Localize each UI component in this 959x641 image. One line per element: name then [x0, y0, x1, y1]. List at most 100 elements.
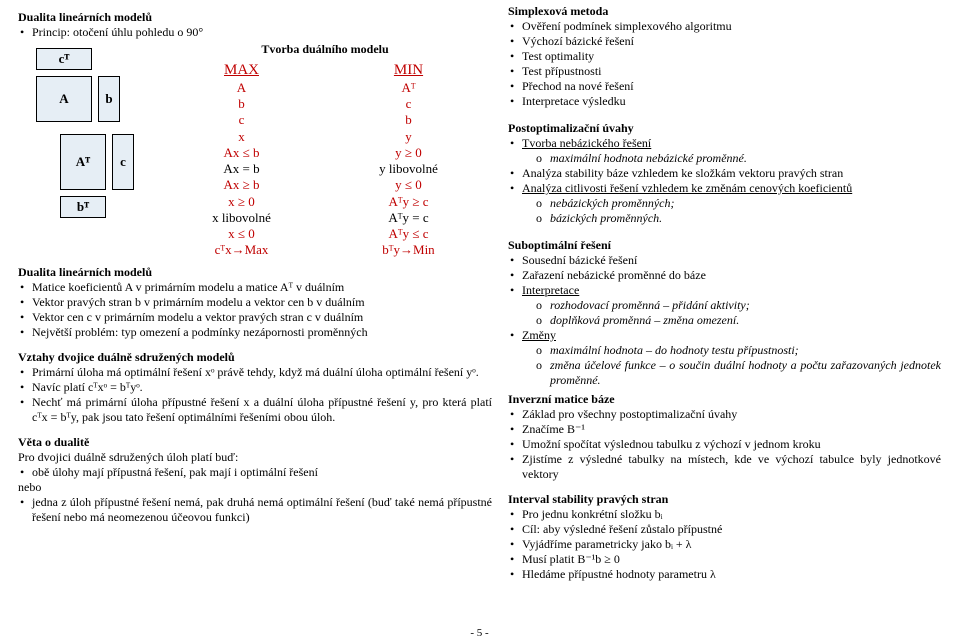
right-b2c-s1: bázických proměnných. [536, 211, 941, 226]
left-b4a: obě úlohy mají přípustná řešení, pak maj… [18, 465, 492, 480]
dual-r0-r: Aᵀ [325, 80, 492, 96]
box-c: c [112, 134, 134, 190]
dual-r6-l: Ax ≥ b [158, 177, 325, 193]
right-b3c-s1: doplňková proměnná – změna omezení. [536, 313, 941, 328]
right-b1-2: Test optimality [508, 49, 941, 64]
left-b3-list: Primární úloha má optimální řešení xᵒ pr… [18, 365, 492, 425]
right-b3b: Zařazení nebázické proměnné do báze [508, 268, 941, 283]
page-footer: - 5 - [0, 627, 959, 639]
box-b: b [98, 76, 120, 122]
dual-r4-r: y ≥ 0 [325, 145, 492, 161]
right-b4-2: Umožní spočítat výslednou tabulku z vých… [508, 437, 941, 452]
right-b5-0: Pro jednu konkrétní složku bᵢ [508, 507, 941, 522]
left-b3-0: Primární úloha má optimální řešení xᵒ pr… [18, 365, 492, 380]
right-h3: Suboptimální řešení [508, 238, 941, 253]
dual-title: Tvorba duálního modelu [158, 42, 492, 57]
left-p4a: Pro dvojici duálně sdružených úloh platí… [18, 450, 492, 465]
right-b5-2: Vyjádříme parametricky jako bᵢ + λ [508, 537, 941, 552]
dual-r6-r: y ≤ 0 [325, 177, 492, 193]
dual-r3-l: x [158, 129, 325, 145]
right-b1-5: Interpretace výsledku [508, 94, 941, 109]
right-b3c-s0: rozhodovací proměnná – přidání aktivity; [536, 298, 941, 313]
right-h2: Postoptimalizační úvahy [508, 121, 941, 136]
dual-table: MAX MIN AAᵀ bc cb xy Ax ≤ by ≥ 0 Ax = by… [158, 61, 492, 259]
dual-r9-l: x ≤ 0 [158, 226, 325, 242]
right-b3d: Změny maximální hodnota – do hodnoty tes… [508, 328, 941, 388]
right-b2c-text: Analýza citlivosti řešení vzhledem ke zm… [522, 181, 852, 195]
right-b4-3: Zjistíme z výsledné tabulky na místech, … [508, 452, 941, 482]
left-h1: Dualita lineárních modelů [18, 10, 492, 25]
left-b1-list: Princip: otočení úhlu pohledu o 90° [18, 25, 492, 40]
dual-r2-l: c [158, 112, 325, 128]
left-b2-0: Matice koeficientů A v primárním modelu … [18, 280, 492, 295]
box-A: A [36, 76, 92, 122]
dual-r8-l: x libovolné [158, 210, 325, 226]
right-b1-4: Přechod na nové řešení [508, 79, 941, 94]
left-b2-1: Vektor pravých stran b v primárním model… [18, 295, 492, 310]
left-column: Dualita lineárních modelů Princip: otoče… [10, 4, 500, 621]
right-h1: Simplexová metoda [508, 4, 941, 19]
right-b3a: Sousední bázické řešení [508, 253, 941, 268]
dual-r9-r: Aᵀy ≤ c [325, 226, 492, 242]
right-b5-1: Cíl: aby výsledné řešení zůstalo přípust… [508, 522, 941, 537]
left-h2: Dualita lineárních modelů [18, 265, 492, 280]
right-h5: Interval stability pravých stran [508, 492, 941, 507]
right-b3d-s0: maximální hodnota – do hodnoty testu pří… [536, 343, 941, 358]
right-b2c: Analýza citlivosti řešení vzhledem ke zm… [508, 181, 941, 226]
dual-r8-r: Aᵀy = c [325, 210, 492, 226]
dual-hdr-min: MIN [325, 61, 492, 80]
dual-r1-l: b [158, 96, 325, 112]
right-b3d-sub: maximální hodnota – do hodnoty testu pří… [522, 343, 941, 388]
left-b4b-list: jedna z úloh přípustné řešení nemá, pak … [18, 495, 492, 525]
right-b1-0: Ověření podmínek simplexového algoritmu [508, 19, 941, 34]
right-b2a-s0: maximální hodnota nebázické proměnné. [536, 151, 941, 166]
right-b2c-s0: nebázických proměnných; [536, 196, 941, 211]
left-b2-3: Největší problém: typ omezení a podmínky… [18, 325, 492, 340]
right-b5-list: Pro jednu konkrétní složku bᵢ Cíl: aby v… [508, 507, 941, 582]
right-b3c-sub: rozhodovací proměnná – přidání aktivity;… [522, 298, 941, 328]
left-b2-2: Vektor cen c v primárním modelu a vektor… [18, 310, 492, 325]
right-b5-4: Hledáme přípustné hodnoty parametru λ [508, 567, 941, 582]
right-b2a-text: Tvorba nebázického řešení [522, 136, 651, 150]
right-b1-3: Test přípustnosti [508, 64, 941, 79]
left-b4a-list: obě úlohy mají přípustná řešení, pak maj… [18, 465, 492, 480]
right-h4: Inverzní matice báze [508, 392, 941, 407]
right-b2-list: Tvorba nebázického řešení maximální hodn… [508, 136, 941, 226]
duality-diagram: cᵀ A b Aᵀ c bᵀ [18, 42, 158, 237]
left-p4b: nebo [18, 480, 492, 495]
right-b2c-sub: nebázických proměnných; bázických proměn… [522, 196, 941, 226]
left-b4b: jedna z úloh přípustné řešení nemá, pak … [18, 495, 492, 525]
dual-r1-r: c [325, 96, 492, 112]
left-b3-2: Nechť má primární úloha přípustné řešení… [18, 395, 492, 425]
right-b2a: Tvorba nebázického řešení maximální hodn… [508, 136, 941, 166]
right-b3d-s1: změna účelové funkce – o součin duální h… [536, 358, 941, 388]
right-b4-0: Základ pro všechny postoptimalizační úva… [508, 407, 941, 422]
right-b1-list: Ověření podmínek simplexového algoritmu … [508, 19, 941, 109]
right-b2a-sub: maximální hodnota nebázické proměnné. [522, 151, 941, 166]
left-b2-list: Matice koeficientů A v primárním modelu … [18, 280, 492, 340]
right-b3d-text: Změny [522, 328, 556, 342]
dual-r7-l: x ≥ 0 [158, 194, 325, 210]
box-bT: bᵀ [60, 196, 106, 218]
left-b1: Princip: otočení úhlu pohledu o 90° [18, 25, 492, 40]
right-b4-1: Značíme B⁻¹ [508, 422, 941, 437]
figure-row: cᵀ A b Aᵀ c bᵀ Tvorba duálního modelu MA… [18, 42, 492, 259]
dual-r0-l: A [158, 80, 325, 96]
right-b4-list: Základ pro všechny postoptimalizační úva… [508, 407, 941, 482]
dual-r3-r: y [325, 129, 492, 145]
left-b3-1: Navíc platí cᵀxᵒ = bᵀyᵒ. [18, 380, 492, 395]
dual-r2-r: b [325, 112, 492, 128]
right-b3c-text: Interpretace [522, 283, 579, 297]
dual-hdr-max: MAX [158, 61, 325, 80]
right-b1-1: Výchozí bázické řešení [508, 34, 941, 49]
dual-r5-r: y libovolné [325, 161, 492, 177]
dual-r7-r: Aᵀy ≥ c [325, 194, 492, 210]
dual-r4-l: Ax ≤ b [158, 145, 325, 161]
dual-r10-l: cᵀx→Max [158, 242, 325, 258]
right-b2b: Analýza stability báze vzhledem ke složk… [508, 166, 941, 181]
box-AT: Aᵀ [60, 134, 106, 190]
dual-table-box: Tvorba duálního modelu MAX MIN AAᵀ bc cb… [158, 42, 492, 259]
right-column: Simplexová metoda Ověření podmínek simpl… [500, 4, 949, 621]
right-b3c: Interpretace rozhodovací proměnná – přid… [508, 283, 941, 328]
right-b3-list: Sousední bázické řešení Zařazení nebázic… [508, 253, 941, 388]
